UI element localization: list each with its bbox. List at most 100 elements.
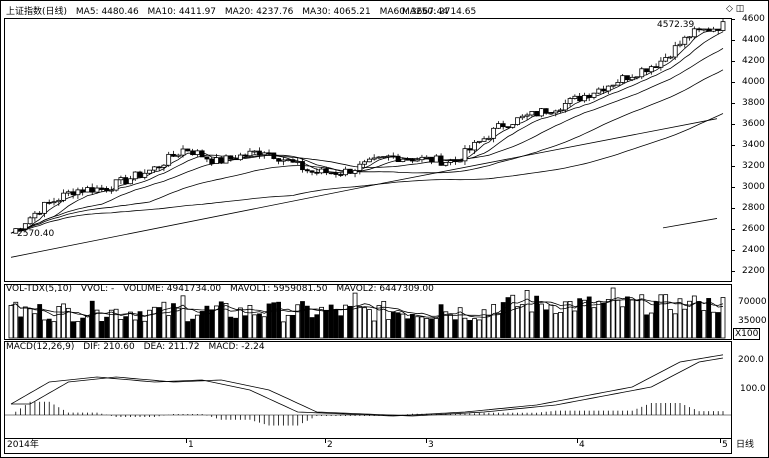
macd-panel[interactable] (4, 341, 732, 439)
candle (610, 84, 616, 87)
dea-value: DEA: 211.72 (143, 342, 200, 352)
candle (553, 110, 559, 114)
period-label[interactable]: 日线 (736, 440, 755, 450)
candle (85, 187, 90, 193)
volume-bar (328, 304, 334, 339)
candle (276, 158, 281, 162)
volume-bar (285, 314, 291, 339)
candle (682, 36, 688, 45)
volume-bar (151, 306, 157, 339)
volume-unit-badge: X100 (733, 328, 761, 340)
volume-panel[interactable] (4, 284, 732, 340)
price-chart-svg (10, 19, 726, 258)
ma10-line (10, 31, 724, 234)
volume-bar (582, 299, 587, 339)
price-panel[interactable] (4, 18, 732, 282)
candle (486, 137, 492, 140)
price-axis-label: 3000 (742, 182, 765, 192)
volume-bar (701, 310, 707, 339)
candle (295, 161, 301, 163)
volume-bar (295, 304, 301, 339)
volume-bar (366, 309, 372, 339)
window-icons[interactable]: ◇ ◫ (726, 4, 745, 14)
candle (524, 114, 530, 117)
volume-bar (123, 316, 129, 339)
candle (94, 187, 100, 193)
volume-bar (419, 316, 425, 339)
candle (668, 56, 673, 59)
volume-bar (577, 298, 583, 339)
volume-bar (65, 307, 71, 339)
volume-bar (562, 301, 568, 339)
candle (22, 223, 28, 230)
volume-bar (223, 303, 229, 339)
volume-bar (462, 317, 468, 339)
candle (223, 155, 229, 164)
volume-bar (629, 299, 635, 339)
volume-bar (362, 307, 368, 339)
candle (625, 75, 630, 81)
candle (496, 123, 501, 129)
volume-bar (467, 320, 473, 339)
vol-axis-70000: 70000 (738, 297, 767, 307)
candle (37, 212, 43, 215)
candle (247, 150, 253, 157)
price-axis-label: 3800 (742, 98, 765, 108)
ma60-line (10, 113, 724, 234)
ma20-value: MA20: 4237.76 (224, 7, 294, 17)
volume-bar (620, 306, 626, 339)
candle (572, 95, 578, 99)
price-axis-tick (731, 124, 735, 125)
volume-bar (639, 294, 645, 339)
volume-bar (715, 312, 721, 339)
volume-bar (42, 319, 47, 339)
candle (400, 158, 406, 163)
candle (266, 152, 272, 155)
candle (362, 161, 368, 165)
mavol2-line (10, 298, 724, 317)
volume-bar (682, 308, 688, 339)
candle (467, 148, 473, 151)
price-axis-label: 3400 (742, 140, 765, 150)
candle (687, 36, 692, 39)
volume-bar (558, 312, 563, 339)
candle (257, 150, 262, 156)
volume-bar (390, 311, 396, 339)
volume-bar (648, 312, 654, 339)
candle (156, 166, 162, 169)
volume-bar (290, 314, 296, 339)
volume-bar (338, 315, 344, 339)
volume-bar (486, 314, 492, 339)
volume-bar (615, 299, 621, 339)
high-price-annotation: 4572.39 (657, 20, 695, 30)
time-axis-tick (186, 438, 187, 443)
volume-bar (347, 305, 353, 339)
candle (209, 158, 215, 164)
candle (80, 189, 86, 193)
volume-chart-svg (8, 287, 726, 339)
volume-bar (505, 297, 511, 339)
volume-bar (357, 306, 363, 339)
volume-bar (691, 295, 697, 339)
volume-bar (233, 317, 238, 339)
candle (715, 28, 721, 31)
candle (185, 148, 191, 152)
volume-bar (242, 315, 248, 339)
candle (338, 174, 344, 176)
volume-bar (605, 299, 611, 339)
candle (462, 148, 468, 162)
candle (438, 155, 444, 166)
volume-bar (171, 303, 176, 339)
price-axis-tick (731, 61, 735, 62)
volume-bar (405, 318, 411, 339)
volume-bar (252, 314, 258, 339)
candle (519, 115, 525, 119)
candle (51, 201, 57, 204)
price-axis-tick (731, 271, 735, 272)
candle (505, 126, 511, 129)
volume-bar (567, 301, 573, 339)
volume-bar (199, 311, 205, 339)
time-axis-tick (577, 438, 578, 443)
volume-bar (429, 318, 434, 339)
price-axis-label: 3600 (742, 119, 765, 129)
